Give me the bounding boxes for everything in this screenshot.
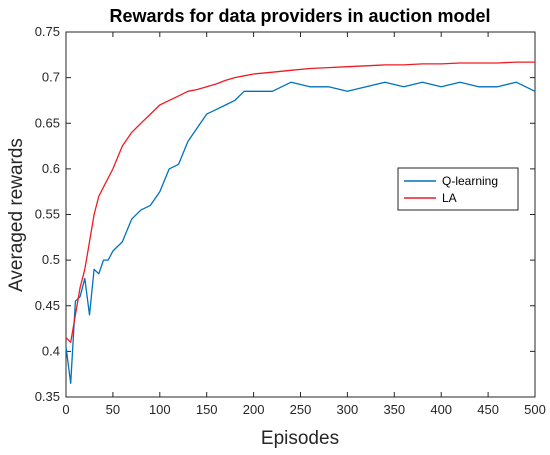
series-line-q-learning [65,81,536,384]
chart-title: Rewards for data providers in auction mo… [109,6,490,26]
x-axis-label: Episodes [261,428,339,449]
y-tick-label: 0.55 [35,207,60,222]
x-tick-label: 200 [243,402,265,417]
x-tick-label: 100 [149,402,171,417]
x-tick-label: 400 [430,402,452,417]
y-tick-label: 0.7 [42,70,60,85]
y-tick-label: 0.35 [35,389,60,404]
legend-label-la: LA [442,191,457,205]
y-tick-label: 0.45 [35,298,60,313]
legend: Q-learning LA [397,167,519,211]
x-tick-label: 450 [477,402,499,417]
y-tick-label: 0.75 [35,24,60,39]
y-tick-label: 0.65 [35,115,60,130]
y-axis-label: Averaged rewards [6,138,27,292]
legend-box [397,167,519,211]
x-tick-label: 50 [106,402,120,417]
series-line-la [65,61,535,343]
y-tick-label: 0.6 [42,161,60,176]
y-tick-label: 0.4 [42,343,60,358]
x-tick-label: 300 [337,402,359,417]
x-tick-label: 500 [524,402,546,417]
y-tick-label: 0.5 [42,252,60,267]
x-tick-label: 250 [290,402,312,417]
x-tick-label: 150 [196,402,218,417]
plot-area: 0 50 100 150 200 250 300 350 400 450 500 0.35 0.4 0.4… [35,24,546,417]
legend-label-q-learning: Q-learning [442,174,498,188]
x-tick-label: 0 [62,402,69,417]
x-tick-label: 350 [383,402,405,417]
